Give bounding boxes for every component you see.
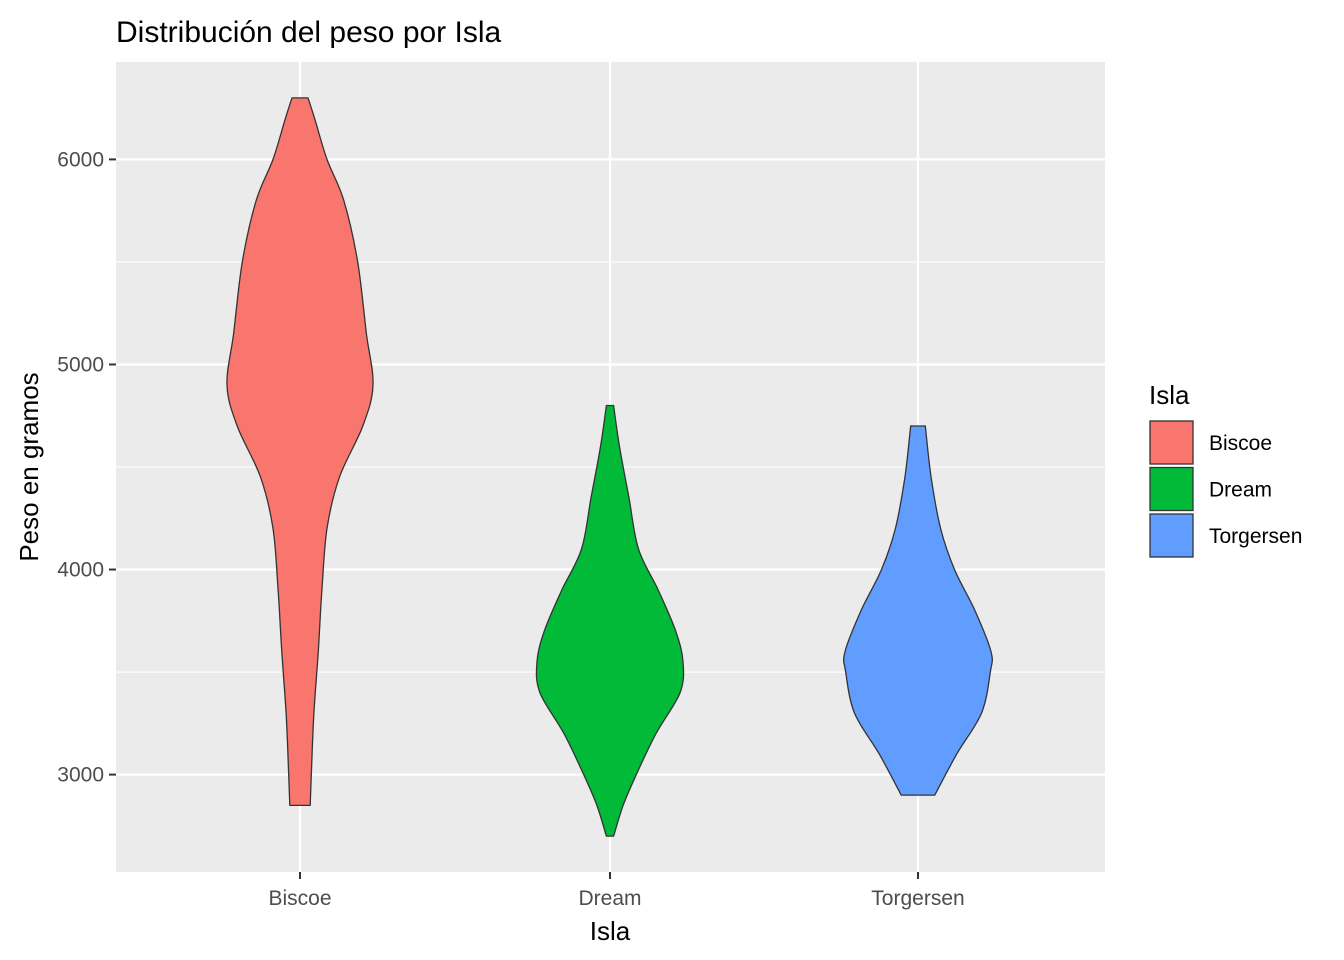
y-tick-label: 3000	[57, 764, 104, 787]
y-tick-label: 6000	[57, 148, 104, 171]
legend-label-torgersen: Torgersen	[1209, 525, 1302, 548]
violin-torgersen	[843, 425, 993, 796]
violin-biscoe	[226, 97, 374, 807]
legend-label-biscoe: Biscoe	[1209, 432, 1272, 455]
x-tick-label: Biscoe	[268, 887, 331, 910]
legend-label-dream: Dream	[1209, 479, 1272, 502]
chart-title: Distribución del peso por Isla	[116, 16, 502, 49]
legend-key-biscoe	[1149, 420, 1194, 465]
x-tick-label: Torgersen	[871, 887, 964, 910]
x-tick-label: Dream	[578, 887, 641, 910]
legend-key-dream	[1149, 466, 1194, 512]
y-axis-title: Peso en gramos	[14, 372, 44, 561]
violin-dream	[535, 404, 685, 837]
legend-key-torgersen	[1149, 513, 1194, 558]
legend: Isla Biscoe Dream Torgersen	[1149, 380, 1302, 558]
x-axis-title: Isla	[590, 916, 631, 946]
x-axis: Biscoe Dream Torgersen	[268, 872, 965, 910]
violin-layer	[226, 97, 993, 837]
legend-title: Isla	[1149, 380, 1190, 410]
y-tick-label: 4000	[57, 559, 104, 582]
y-tick-label: 5000	[57, 353, 104, 376]
y-axis: 3000 4000 5000 6000	[57, 148, 116, 787]
